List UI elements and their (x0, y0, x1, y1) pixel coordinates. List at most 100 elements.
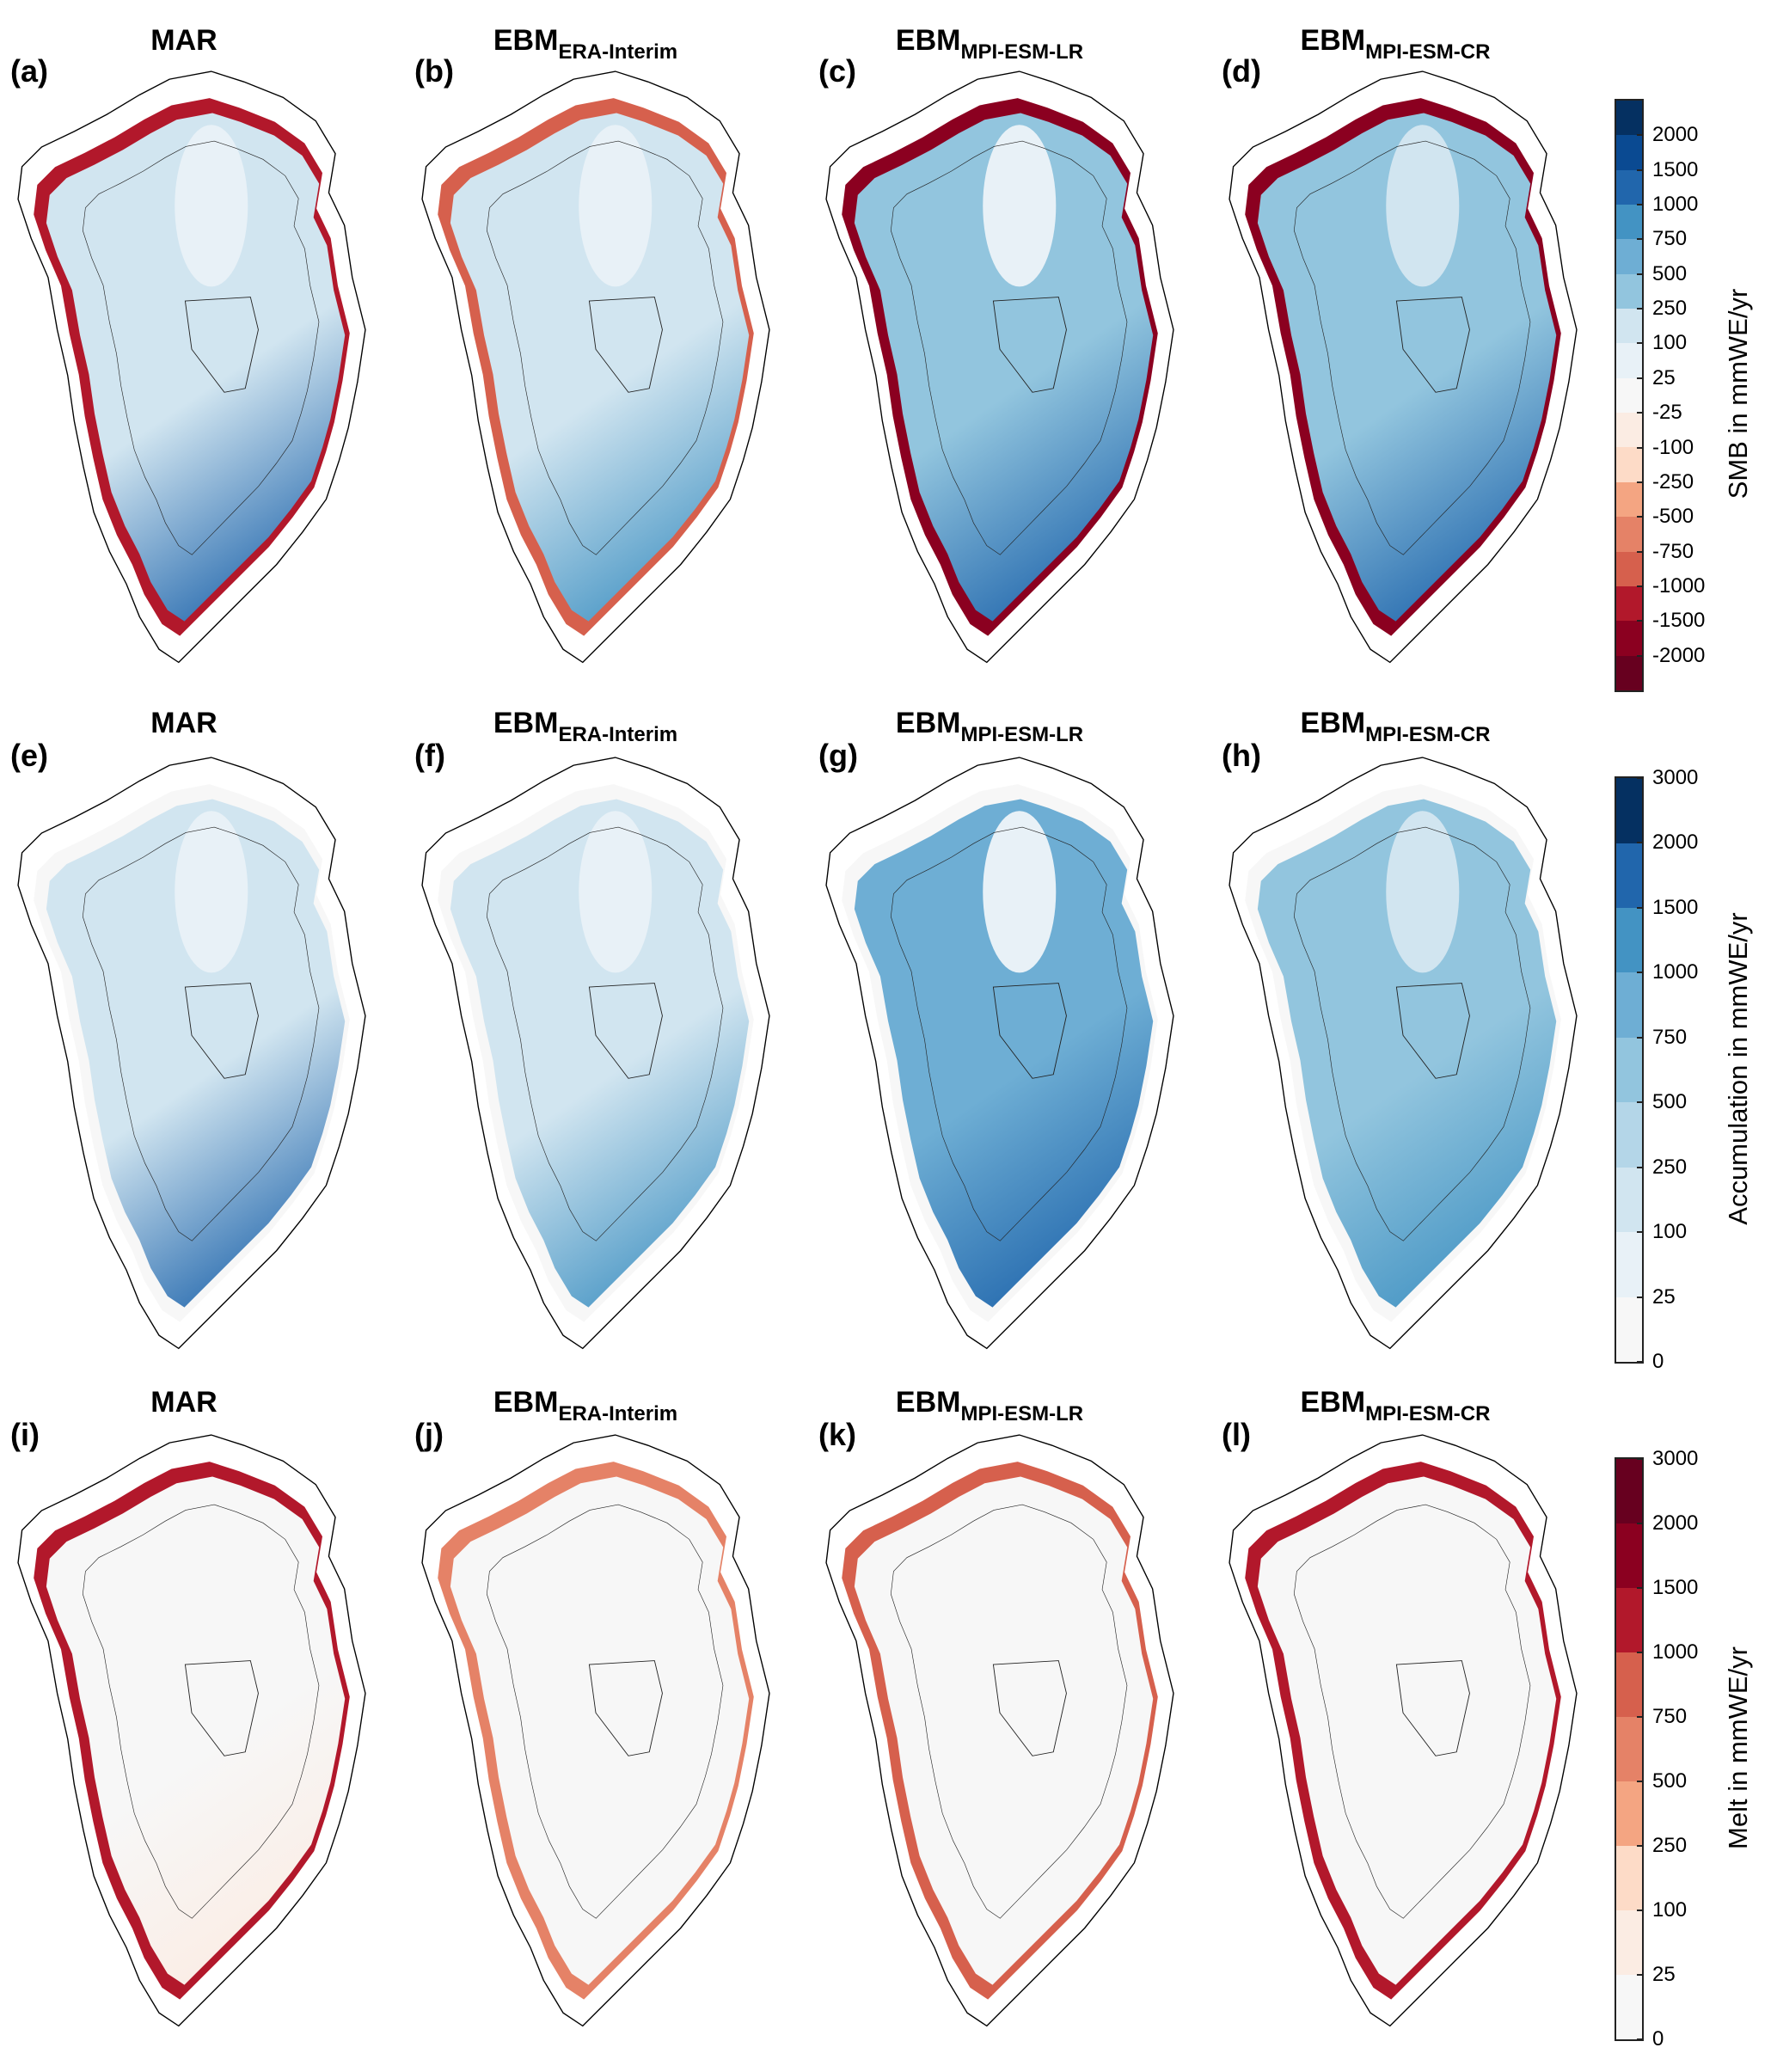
colorbar-bin (1616, 551, 1642, 586)
colorbar-tick-label: 3000 (1652, 1447, 1699, 1470)
colorbar-bin (1616, 1167, 1642, 1233)
colorbar-tick-label: 2000 (1652, 1511, 1699, 1535)
elevation-contour-outer (486, 140, 724, 555)
elevation-contour-outer (82, 826, 320, 1241)
ice-sheet-field (1257, 799, 1557, 1308)
elevation-contour-inner (588, 1660, 663, 1756)
colorbar-tick-label: 0 (1652, 1350, 1664, 1373)
colorbar-bin (1616, 135, 1642, 170)
panel-title-main: EBM (1300, 707, 1366, 739)
colorbar (1615, 99, 1644, 692)
greenland-map (824, 69, 1176, 669)
colorbar-tick-mark (1637, 134, 1642, 137)
colorbar-tick-label: -100 (1652, 435, 1694, 459)
colorbar-bin (1616, 843, 1642, 908)
colorbar-tick-mark (1637, 550, 1642, 553)
elevation-contour-outer (890, 826, 1128, 1241)
ice-sheet-field (1257, 1476, 1557, 1985)
colorbar-tick-label: 500 (1652, 1769, 1688, 1793)
panel-title-main: EBM (493, 24, 559, 57)
greenland-map (15, 755, 368, 1355)
colorbar-tick-label: 1500 (1652, 157, 1699, 181)
colorbar-bin (1616, 204, 1642, 240)
colorbar-bin (1616, 100, 1642, 136)
colorbar-tick-mark (1637, 1036, 1642, 1039)
colorbar-bin (1616, 1717, 1642, 1781)
panel-title-main: MAR (150, 24, 218, 57)
ice-sheet-field (450, 113, 750, 622)
colorbar-tick-mark (1637, 1910, 1642, 1911)
colorbar-tick-mark (1637, 1652, 1642, 1653)
colorbar-tick-mark (1637, 842, 1642, 844)
panel-title-main: EBM (895, 24, 961, 57)
panel-title: EBMERA-Interim (493, 707, 677, 747)
colorbar-bin (1616, 413, 1642, 448)
colorbar-tick-mark (1637, 1523, 1642, 1524)
elevation-contour-inner (184, 983, 259, 1079)
panel-title-main: EBM (493, 1386, 559, 1419)
elevation-contour-outer (1293, 140, 1531, 555)
panel-title-subscript: MPI-ESM-CR (1365, 40, 1491, 64)
panel-title: EBMMPI-ESM-CR (1301, 1386, 1491, 1426)
panel-label: (f) (414, 738, 445, 773)
colorbar-bin (1616, 1846, 1642, 1910)
colorbar-bin (1616, 655, 1642, 690)
colorbar (1615, 776, 1644, 1364)
panel-title: EBMMPI-ESM-CR (1301, 24, 1491, 64)
colorbar-tick-label: 0 (1652, 2027, 1664, 2051)
greenland-map (824, 1432, 1176, 2032)
colorbar-tick-mark (1637, 777, 1642, 779)
colorbar-tick-label: 25 (1652, 1963, 1676, 1986)
interior-field (175, 125, 248, 287)
colorbar-bin (1616, 447, 1642, 482)
colorbar-bin (1616, 1523, 1642, 1588)
colorbar-tick-label: 25 (1652, 1284, 1676, 1309)
colorbar-tick-mark (1637, 1458, 1642, 1460)
panel-title: MAR (150, 24, 217, 58)
colorbar-tick-mark (1637, 308, 1642, 310)
elevation-contour-inner (992, 1660, 1067, 1756)
colorbar-tick-mark (1637, 446, 1642, 449)
colorbar-tick-label: 750 (1652, 1025, 1688, 1049)
colorbar-tick-mark (1637, 204, 1642, 206)
panel-title-subscript: MPI-ESM-CR (1365, 723, 1491, 746)
elevation-contour-outer (486, 826, 724, 1241)
colorbar-bin (1616, 621, 1642, 656)
greenland-map (15, 1432, 368, 2032)
panel-label: (k) (818, 1417, 856, 1452)
elevation-contour-inner (992, 983, 1067, 1079)
colorbar-tick-mark (1637, 516, 1642, 518)
colorbar-tick-label: 2000 (1652, 831, 1699, 855)
colorbar-tick-mark (1637, 1166, 1642, 1168)
colorbar-tick-mark (1637, 169, 1642, 171)
elevation-contour-inner (184, 297, 259, 393)
greenland-map (420, 69, 772, 669)
panel-label: (c) (818, 53, 856, 89)
colorbar-tick-mark (1637, 377, 1642, 379)
interior-field (1386, 125, 1460, 287)
elevation-contour-inner (588, 983, 663, 1079)
colorbar-tick-label: 1500 (1652, 1576, 1699, 1599)
colorbar (1615, 1457, 1644, 2041)
colorbar-tick-mark (1637, 1974, 1642, 1976)
colorbar-tick-label: 100 (1652, 1220, 1688, 1244)
colorbar-axis-label: SMB in mmWE/yr (1723, 288, 1753, 500)
colorbar-tick-mark (1637, 481, 1642, 483)
panel-title: MAR (150, 707, 217, 740)
ice-sheet-field (854, 799, 1154, 1308)
panel-label: (j) (414, 1417, 444, 1452)
colorbar-tick-mark (1637, 273, 1642, 275)
panel-label: (h) (1222, 738, 1261, 773)
elevation-contour-inner (1395, 1660, 1470, 1756)
colorbar-tick-mark (1637, 1296, 1642, 1298)
colorbar-tick-mark (1637, 1781, 1642, 1782)
panel-title-main: EBM (895, 1386, 961, 1419)
interior-field (579, 811, 653, 973)
colorbar-tick-label: -500 (1652, 505, 1694, 529)
panel-title-subscript: MPI-ESM-LR (960, 40, 1084, 64)
panel-title: EBMMPI-ESM-LR (896, 707, 1083, 747)
colorbar-tick-label: 25 (1652, 365, 1676, 389)
colorbar-bin (1616, 585, 1642, 622)
colorbar-tick-mark (1637, 412, 1642, 414)
colorbar-tick-label: 500 (1652, 261, 1688, 285)
